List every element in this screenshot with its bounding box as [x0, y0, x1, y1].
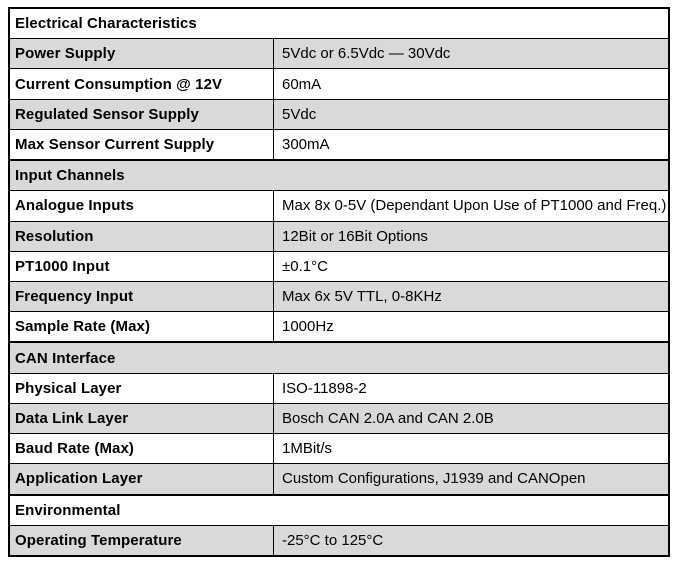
spec-value: -25°C to 125°C — [273, 525, 668, 555]
spec-label: Frequency Input — [15, 288, 134, 306]
spec-label: Physical Layer — [15, 379, 122, 397]
spec-label: PT1000 Input — [15, 257, 110, 275]
spec-value: Max 8x 0-5V (Dependant Upon Use of PT100… — [273, 191, 668, 221]
spec-value: 12Bit or 16Bit Options — [273, 221, 668, 251]
spec-row-physical-layer: Physical Layer ISO-11898-2 — [10, 372, 668, 403]
spec-value: Custom Configurations, J1939 and CANOpen — [273, 464, 668, 494]
spec-row-current-consumption: Current Consumption @ 12V 60mA — [10, 68, 668, 99]
section-title: CAN Interface — [15, 349, 116, 367]
spec-label: Current Consumption @ 12V — [15, 75, 223, 93]
spec-value: 300mA — [273, 129, 668, 160]
spec-table: Electrical Characteristics Power Supply … — [8, 7, 670, 557]
spec-label: Regulated Sensor Supply — [15, 105, 199, 123]
spec-value: 1000Hz — [273, 312, 668, 342]
spec-label: Power Supply — [15, 45, 116, 63]
spec-row-analogue-inputs: Analogue Inputs Max 8x 0-5V (Dependant U… — [10, 190, 668, 221]
spec-value: 60mA — [273, 69, 668, 99]
spec-label: Baud Rate (Max) — [15, 440, 135, 458]
spec-label: Resolution — [15, 227, 94, 245]
spec-row-regulated-sensor-supply: Regulated Sensor Supply 5Vdc — [10, 98, 668, 129]
spec-label: Application Layer — [15, 470, 143, 488]
spec-row-baud-rate: Baud Rate (Max) 1MBit/s — [10, 433, 668, 464]
spec-label: Max Sensor Current Supply — [15, 135, 215, 153]
spec-row-operating-temperature: Operating Temperature -25°C to 125°C — [10, 524, 668, 555]
spec-value: ISO-11898-2 — [273, 373, 668, 403]
section-header-environmental: Environmental — [10, 493, 668, 525]
spec-row-power-supply: Power Supply 5Vdc or 6.5Vdc — 30Vdc — [10, 38, 668, 69]
spec-value: Max 6x 5V TTL, 0-8KHz — [273, 281, 668, 312]
spec-value: ±0.1°C — [273, 251, 668, 281]
spec-row-frequency-input: Frequency Input Max 6x 5V TTL, 0-8KHz — [10, 280, 668, 312]
spec-row-application-layer: Application Layer Custom Configurations,… — [10, 463, 668, 494]
spec-value: 5Vdc or 6.5Vdc — 30Vdc — [273, 39, 668, 69]
spec-row-max-sensor-current-supply: Max Sensor Current Supply 300mA — [10, 128, 668, 160]
section-header-input-channels: Input Channels — [10, 159, 668, 191]
spec-value: 1MBit/s — [273, 434, 668, 464]
spec-value: Bosch CAN 2.0A and CAN 2.0B — [273, 403, 668, 434]
spec-row-data-link-layer: Data Link Layer Bosch CAN 2.0A and CAN 2… — [10, 402, 668, 434]
spec-label: Sample Rate (Max) — [15, 318, 151, 336]
section-title: Environmental — [15, 501, 121, 519]
spec-label: Operating Temperature — [15, 531, 182, 549]
section-title: Input Channels — [15, 167, 125, 185]
spec-row-sample-rate: Sample Rate (Max) 1000Hz — [10, 311, 668, 342]
spec-value: 5Vdc — [273, 99, 668, 129]
section-header-can-interface: CAN Interface — [10, 341, 668, 373]
section-header-electrical-characteristics: Electrical Characteristics — [10, 9, 668, 39]
spec-row-resolution: Resolution 12Bit or 16Bit Options — [10, 220, 668, 251]
section-title: Electrical Characteristics — [15, 15, 197, 33]
spec-label: Analogue Inputs — [15, 197, 134, 215]
spec-row-pt1000-input: PT1000 Input ±0.1°C — [10, 250, 668, 281]
spec-label: Data Link Layer — [15, 409, 129, 427]
